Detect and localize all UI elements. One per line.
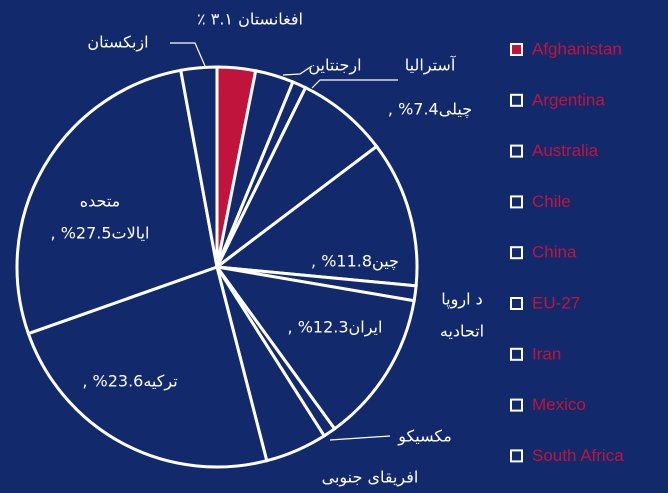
legend-swatch (510, 347, 523, 361)
leader-line (329, 435, 391, 441)
legend-swatch (510, 144, 523, 158)
leader-line (282, 65, 313, 76)
slice-label: د اروپا (441, 290, 482, 310)
slice-label: ارجنتاین (308, 56, 361, 76)
slice-label: ترکیه23.6% , (82, 372, 177, 392)
slice-label: افغانستان ٣.١ ٪ (197, 10, 303, 29)
legend-swatch (510, 195, 523, 209)
slice-label: آسترالیا (405, 56, 457, 76)
legend-label: EU-27 (532, 293, 580, 312)
slice-label: متحده (80, 192, 121, 211)
slice-label: ایالات27.5% , (51, 224, 150, 243)
leader-line (311, 79, 398, 89)
legend-swatch (510, 43, 523, 56)
legend-label: China (532, 243, 577, 262)
legend-label: Afghanistan (532, 39, 622, 58)
slice-label: مکسیکو (397, 427, 452, 447)
slice-label: افریقای جنوبی (322, 468, 419, 488)
pie-slice (213, 264, 416, 431)
slice-label: چین11.8% , (311, 252, 399, 272)
legend-label: Australia (532, 141, 599, 160)
slice-label: اتحادیه (440, 322, 484, 341)
legend-swatch (510, 246, 523, 260)
slice-label: ایران12.3% , (288, 318, 383, 338)
legend-swatch (510, 398, 523, 412)
pie-slice (213, 144, 419, 288)
leader-line (170, 42, 206, 67)
pie-slice (15, 68, 219, 336)
slice-label: چیلی7.4% , (388, 100, 472, 119)
legend-label: Iran (532, 344, 561, 363)
legend-label: Chile (532, 192, 571, 211)
legend-label: Argentina (532, 90, 605, 109)
legend-swatch (510, 297, 523, 310)
legend-swatch (510, 93, 523, 107)
pie-slice (26, 265, 269, 469)
legend-label: South Africa (532, 446, 624, 465)
pie-slice (179, 65, 219, 268)
legend-label: Mexico (532, 395, 586, 414)
legend-swatch (510, 449, 523, 463)
slice-label: ازبکستان (87, 33, 148, 53)
